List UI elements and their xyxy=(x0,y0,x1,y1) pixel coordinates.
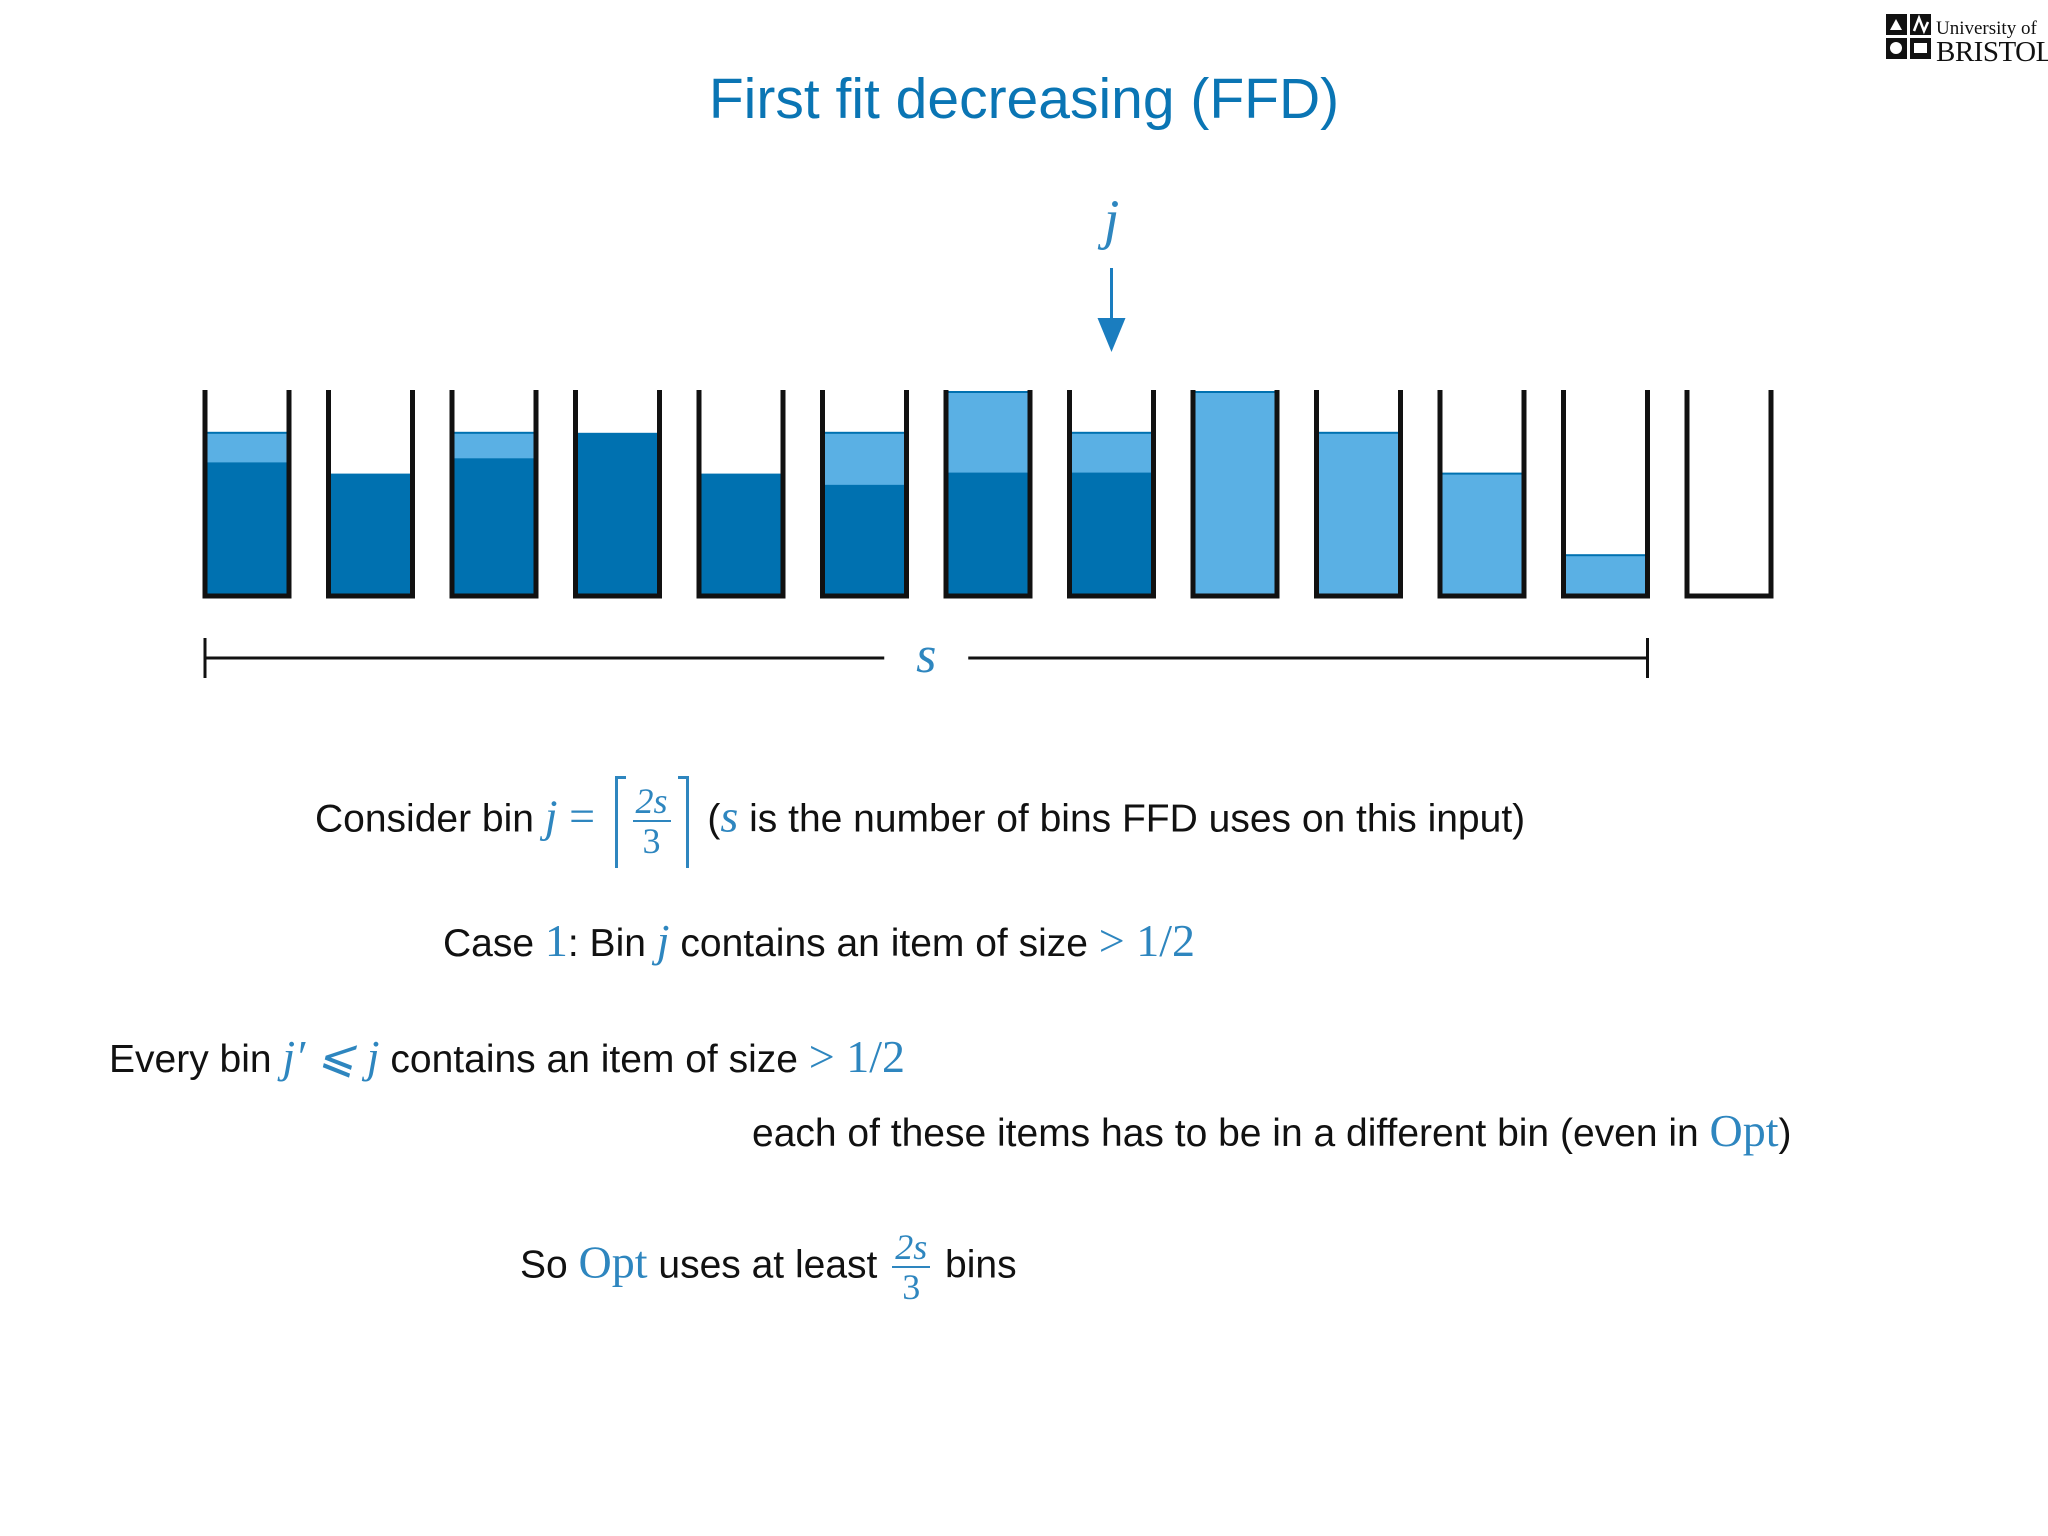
bin xyxy=(1437,390,1527,599)
case1-mid: : Bin xyxy=(567,922,657,965)
bin-outline xyxy=(202,390,292,599)
every-inequality: j′ ⩽ j xyxy=(282,1031,380,1082)
bin-outline xyxy=(820,390,909,599)
bin xyxy=(326,390,415,599)
logo-line-2: BRISTOL xyxy=(1936,36,2048,68)
bin-fill-small-items xyxy=(821,431,908,487)
consider-fraction: 2s 3 xyxy=(632,782,671,861)
bin-fill-small-items xyxy=(945,391,1031,475)
span-label-s: s xyxy=(916,627,936,684)
consider-line: Consider bin j = 2s 3 (s is the number of… xyxy=(315,776,1526,868)
case1-expression: > 1/2 xyxy=(1098,915,1195,966)
bin-fill-small-items xyxy=(1068,431,1155,475)
consider-suffix: is the number of bins FFD uses on this i… xyxy=(738,797,1526,841)
bin xyxy=(943,390,1033,599)
bin xyxy=(1190,390,1280,599)
bin-outline xyxy=(326,390,415,599)
fraction-denominator: 3 xyxy=(642,821,661,861)
bin xyxy=(449,390,539,599)
bin-fill-large-items xyxy=(452,459,536,596)
bin-fill-small-items xyxy=(451,431,537,461)
so-fraction-denominator: 3 xyxy=(902,1267,921,1307)
every-prefix: Every bin xyxy=(109,1038,283,1081)
bin-fill-large-items xyxy=(822,485,907,596)
bin-outline xyxy=(449,390,539,599)
conclusion-line: So Opt uses at least 2s 3 bins xyxy=(520,1228,1017,1306)
bin xyxy=(202,390,292,599)
case1-prefix: Case xyxy=(443,922,545,965)
every-expression: > 1/2 xyxy=(808,1031,906,1082)
bin-outline xyxy=(1437,390,1527,599)
bin-fill-small-items xyxy=(1192,391,1278,597)
so-mid: uses at least xyxy=(647,1243,889,1287)
case1-var-j: j xyxy=(656,915,670,966)
fraction-numerator: 2s xyxy=(632,782,671,822)
so-opt: Opt xyxy=(578,1236,648,1288)
bin-fill-large-items xyxy=(328,473,413,596)
bin-fill-large-items xyxy=(699,473,783,596)
bin-outline xyxy=(1067,390,1156,599)
each-suffix: ) xyxy=(1778,1112,1792,1155)
consider-var-s: s xyxy=(720,790,739,842)
logo-line-1: University of xyxy=(1936,18,2037,39)
case1-line: Case 1: Bin j contains an item of size >… xyxy=(443,918,1195,964)
so-fraction-numerator: 2s xyxy=(892,1228,931,1268)
each-prefix: each of these items has to be in a diffe… xyxy=(752,1112,1710,1155)
consider-prefix: Consider bin xyxy=(315,797,545,841)
bin-fill-large-items xyxy=(205,463,289,596)
every-mid: contains an item of size xyxy=(379,1038,809,1081)
bin xyxy=(696,390,786,599)
bin-outline xyxy=(1561,390,1650,599)
bin-outline xyxy=(1314,390,1403,599)
bin-fill-large-items xyxy=(575,432,660,596)
bin-outline xyxy=(1684,390,1774,599)
bin-fill-large-items xyxy=(1069,473,1154,596)
consider-paren-open: ( xyxy=(696,797,721,841)
bin xyxy=(573,390,662,599)
each-items-line: each of these items has to be in a diffe… xyxy=(752,1108,1792,1154)
ceiling-brackets: 2s 3 xyxy=(614,776,689,868)
bin-fill-small-items xyxy=(1439,472,1525,598)
case1-mid2: contains an item of size xyxy=(669,922,1099,965)
bin-fill-large-items xyxy=(946,473,1030,596)
each-opt: Opt xyxy=(1709,1105,1779,1156)
consider-equals: = xyxy=(557,790,607,842)
bin xyxy=(1314,390,1403,599)
bin-outline xyxy=(696,390,786,599)
bristol-crest-icon xyxy=(1886,14,1931,59)
bin-fill-small-items xyxy=(1562,554,1649,598)
university-logo: University of BRISTOL xyxy=(1886,14,2048,68)
bins-group xyxy=(202,390,1774,599)
bin-outline xyxy=(573,390,662,599)
bin-outline xyxy=(1190,390,1280,599)
case1-number: 1 xyxy=(544,915,568,966)
bin-fill-small-items xyxy=(204,431,290,465)
so-prefix: So xyxy=(520,1243,579,1287)
so-fraction: 2s 3 xyxy=(892,1228,931,1307)
pointer-arrow-head xyxy=(1097,318,1126,352)
bin xyxy=(1684,390,1774,599)
consider-var-j: j xyxy=(544,790,558,842)
bin-fill-small-items xyxy=(1315,431,1402,597)
bin xyxy=(820,390,909,599)
so-suffix: bins xyxy=(934,1243,1017,1287)
bin-outline xyxy=(943,390,1033,599)
pointer-label-j: j xyxy=(1098,189,1120,251)
pointer-arrow: j xyxy=(1097,189,1126,352)
slide-title: First fit decreasing (FFD) xyxy=(708,67,1340,131)
bin xyxy=(1561,390,1650,599)
bin xyxy=(1067,390,1156,599)
span-bracket: s xyxy=(203,627,1649,684)
every-bin-line: Every bin j′ ⩽ j contains an item of siz… xyxy=(109,1034,905,1080)
